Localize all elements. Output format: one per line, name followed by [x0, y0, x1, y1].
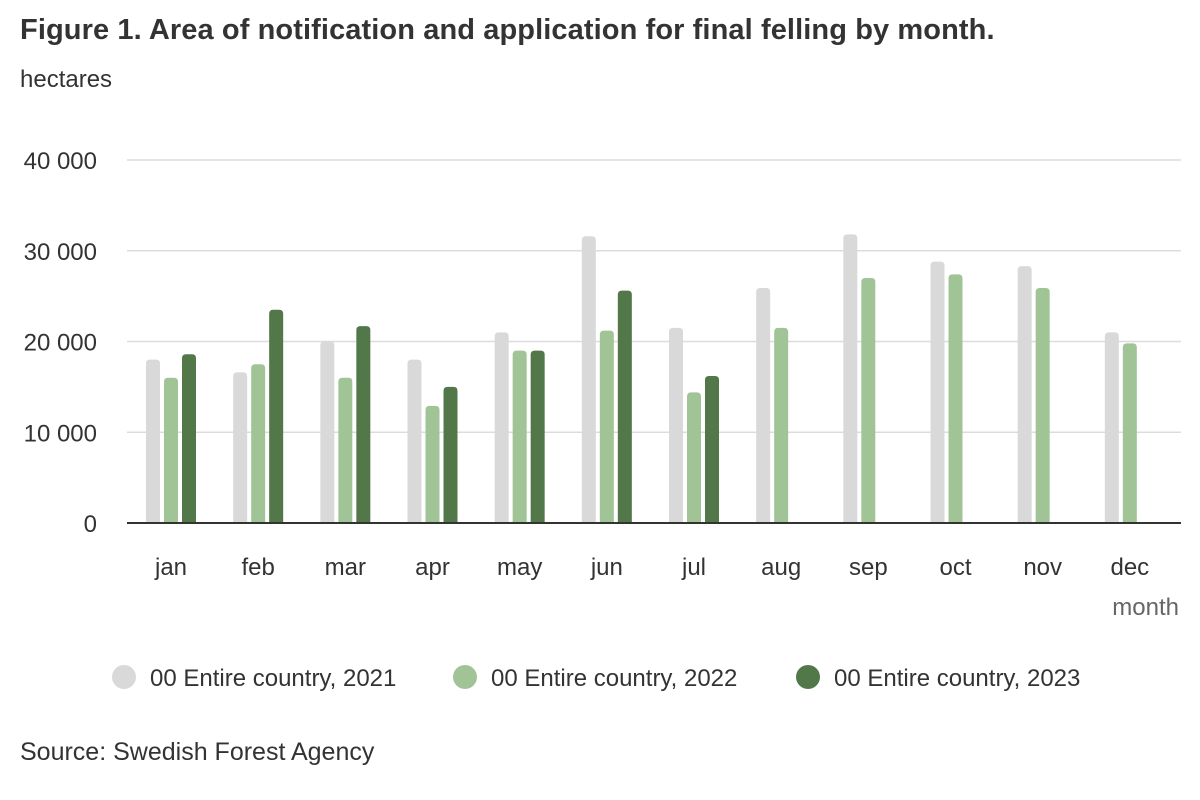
bar	[512, 350, 527, 523]
legend: 00 Entire country, 2021 00 Entire country…	[112, 665, 1080, 692]
x-tick-label: jan	[154, 554, 187, 581]
bar	[1017, 266, 1032, 523]
legend-swatch	[796, 665, 820, 689]
bars	[146, 234, 1137, 524]
legend-swatch	[112, 665, 136, 689]
gridlines	[127, 159, 1181, 433]
y-tick-label: 0	[84, 511, 97, 538]
x-tick-label: sep	[849, 554, 888, 581]
legend-label: 00 Entire country, 2023	[834, 665, 1080, 692]
y-tick-label: 20 000	[24, 330, 97, 357]
bar	[443, 386, 458, 523]
y-tick-label: 40 000	[24, 148, 97, 175]
bar	[705, 375, 719, 523]
bar	[407, 359, 422, 523]
bar	[861, 277, 876, 523]
y-tick-label: 10 000	[24, 420, 97, 447]
legend-swatch	[453, 665, 477, 689]
x-tick-label: apr	[415, 554, 450, 581]
bar	[774, 327, 789, 523]
x-tick-label: oct	[939, 554, 971, 581]
bar	[581, 236, 596, 524]
bar	[599, 330, 614, 523]
bar	[494, 332, 509, 523]
bar	[425, 405, 440, 523]
y-axis-ticks: 0 10 000 20 000 30 000 40 000	[24, 148, 97, 538]
source-note: Source: Swedish Forest Agency	[20, 738, 375, 766]
bar	[356, 326, 371, 523]
legend-item: 00 Entire country, 2022	[453, 665, 737, 692]
bar	[756, 287, 771, 523]
bar	[530, 350, 545, 523]
legend-item: 00 Entire country, 2021	[112, 665, 396, 692]
bar	[164, 377, 178, 523]
x-tick-label: jul	[681, 554, 706, 581]
bar	[182, 354, 196, 523]
y-tick-label: 30 000	[24, 239, 97, 266]
x-axis-ticks: jan feb mar apr may jun jul aug sep oct nov dec	[154, 554, 1149, 581]
x-tick-label: jun	[590, 554, 623, 581]
bar	[669, 327, 683, 523]
legend-label: 00 Entire country, 2021	[150, 665, 396, 692]
x-tick-label: mar	[325, 554, 366, 581]
x-tick-label: nov	[1023, 554, 1062, 581]
x-tick-label: feb	[241, 554, 274, 581]
bar	[338, 377, 353, 523]
x-tick-label: aug	[761, 554, 801, 581]
bar	[1122, 343, 1137, 523]
bar	[948, 274, 963, 523]
bar	[233, 372, 248, 523]
bar	[930, 261, 945, 523]
bar	[1035, 287, 1050, 523]
x-tick-label: may	[497, 554, 542, 581]
bar	[617, 290, 632, 523]
legend-label: 00 Entire country, 2022	[491, 665, 737, 692]
bar	[320, 341, 335, 523]
bar	[269, 309, 284, 523]
bar	[1104, 332, 1119, 523]
bar	[687, 392, 701, 523]
bar	[146, 359, 160, 523]
bar	[843, 234, 858, 524]
legend-item: 00 Entire country, 2023	[796, 665, 1080, 692]
chart-title: Figure 1. Area of notification and appli…	[20, 14, 995, 46]
bar	[251, 364, 266, 523]
x-tick-label: dec	[1110, 554, 1149, 581]
x-axis-label: month	[1112, 594, 1179, 621]
y-axis-unit-label: hectares	[20, 66, 113, 93]
